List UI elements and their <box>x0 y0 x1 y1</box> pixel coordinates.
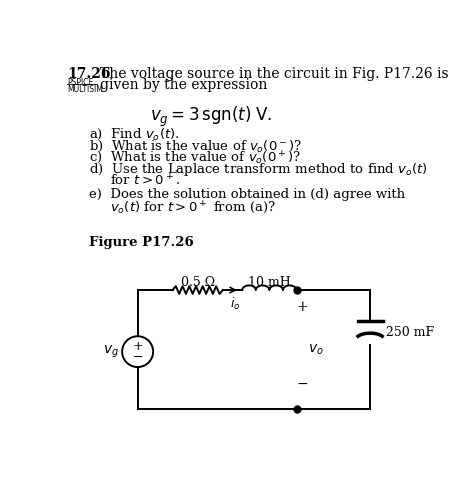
Text: for $t > 0^+$.: for $t > 0^+$. <box>89 173 180 188</box>
Text: $v_o$: $v_o$ <box>308 342 324 357</box>
Text: b)  What is the value of $v_o(0^-)$?: b) What is the value of $v_o(0^-)$? <box>89 138 302 154</box>
Text: MULTISIM: MULTISIM <box>67 85 103 94</box>
Text: +: + <box>296 300 308 314</box>
Text: a)  Find $v_o(t)$.: a) Find $v_o(t)$. <box>89 127 180 142</box>
Text: 0.5 Ω: 0.5 Ω <box>180 276 215 289</box>
Text: The voltage source in the circuit in Fig. P17.26 is: The voltage source in the circuit in Fig… <box>100 67 449 81</box>
Text: Figure P17.26: Figure P17.26 <box>89 236 194 249</box>
Text: e)  Does the solution obtained in (d) agree with: e) Does the solution obtained in (d) agr… <box>89 188 405 201</box>
Text: PSPICE: PSPICE <box>67 78 93 87</box>
Text: −: − <box>132 350 143 364</box>
Text: 250 mF: 250 mF <box>386 326 434 339</box>
Text: −: − <box>296 377 308 391</box>
Text: +: + <box>132 340 143 353</box>
Text: $v_g$: $v_g$ <box>103 343 119 360</box>
Text: $i_o$: $i_o$ <box>230 295 240 311</box>
Text: d)  Use the Laplace transform method to find $v_o(t)$: d) Use the Laplace transform method to f… <box>89 161 428 179</box>
Text: $v_o(t)$ for $t > 0^+$ from (a)?: $v_o(t)$ for $t > 0^+$ from (a)? <box>89 200 275 216</box>
Text: given by the expression: given by the expression <box>100 78 268 92</box>
Text: $v_g = 3\,\mathrm{sgn}(t)\;\mathrm{V.}$: $v_g = 3\,\mathrm{sgn}(t)\;\mathrm{V.}$ <box>150 105 272 129</box>
Text: c)  What is the value of $v_o(0^+)$?: c) What is the value of $v_o(0^+)$? <box>89 150 301 166</box>
Text: 17.26: 17.26 <box>67 67 111 81</box>
Text: 10 mH: 10 mH <box>248 276 291 289</box>
